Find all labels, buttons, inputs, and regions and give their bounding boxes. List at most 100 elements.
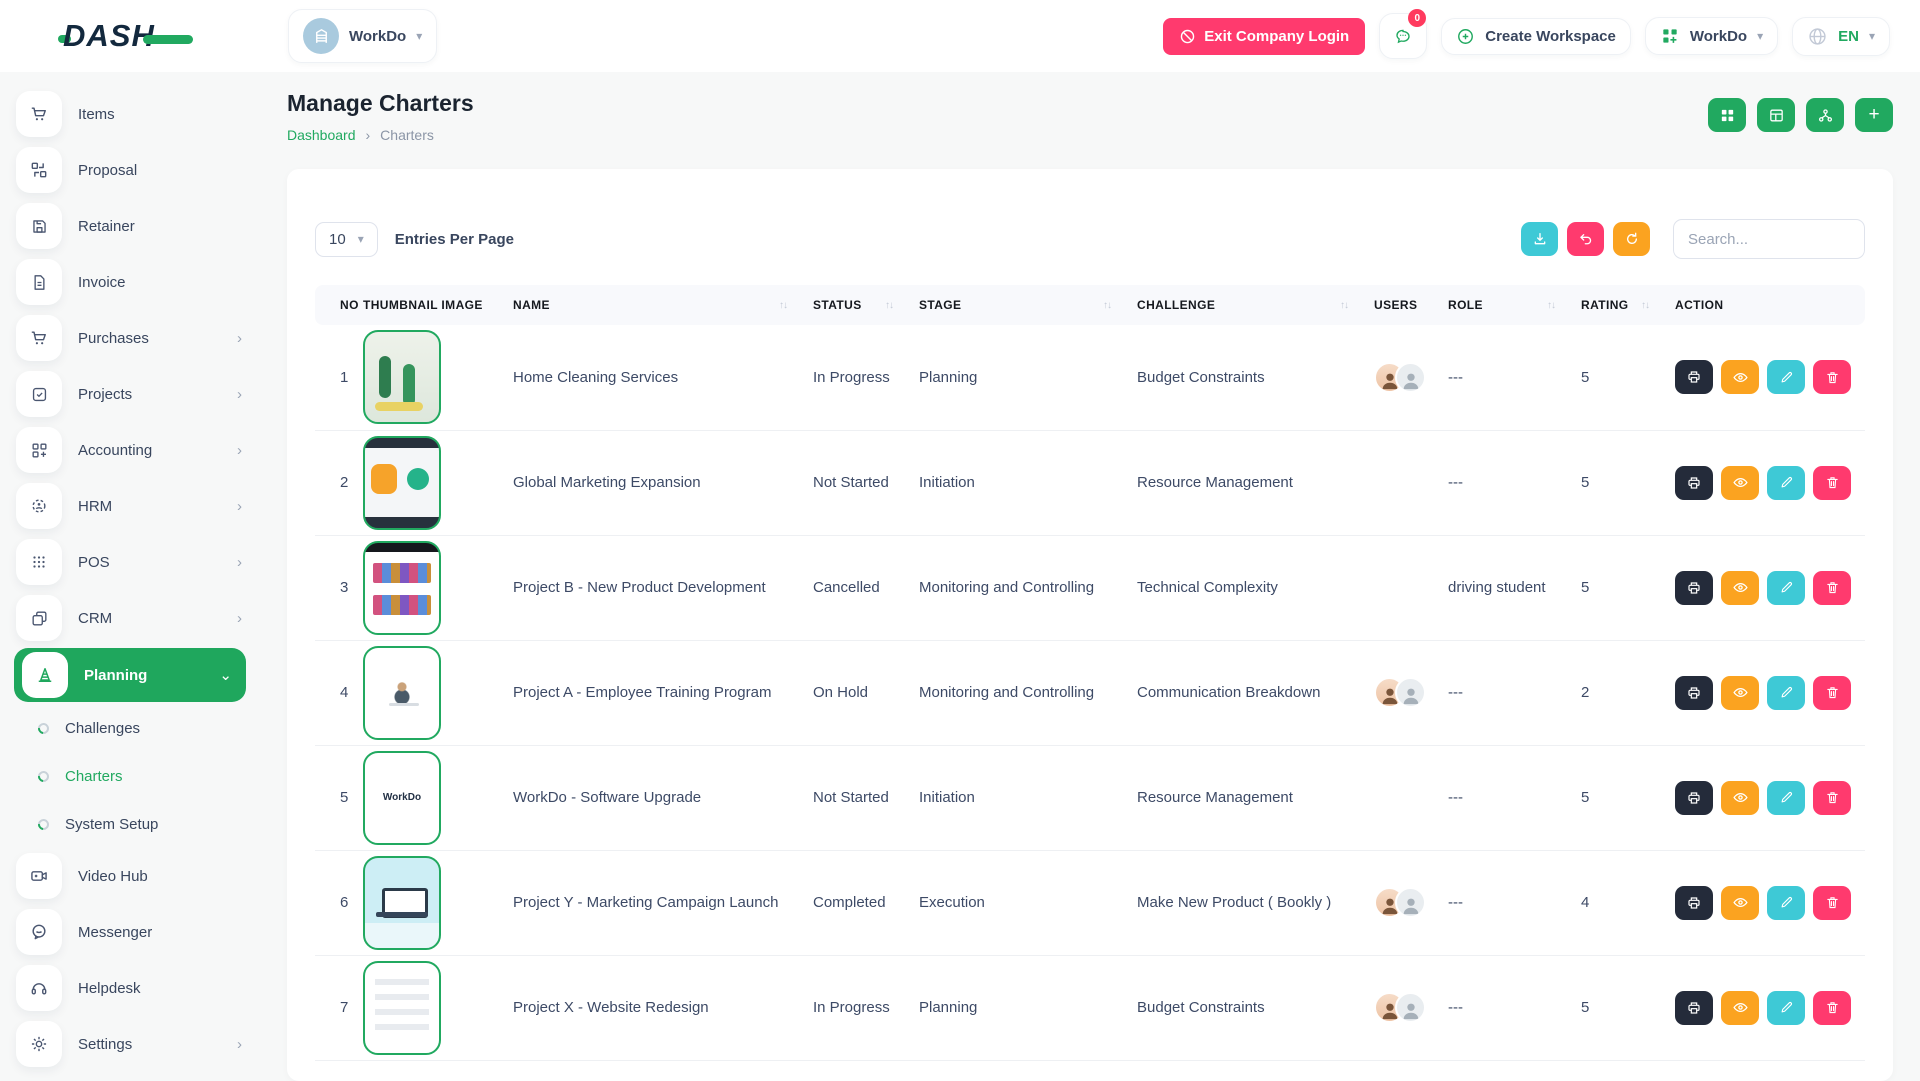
edit-button[interactable]	[1767, 360, 1805, 395]
sidebar-subitem-label: System Setup	[65, 815, 159, 833]
app-logo[interactable]: DASH	[0, 18, 260, 54]
undo-button[interactable]	[1567, 222, 1604, 256]
view-button[interactable]	[1721, 675, 1759, 710]
row-no: 3	[315, 535, 363, 641]
view-button[interactable]	[1721, 780, 1759, 815]
sidebar-item-messenger[interactable]: Messenger	[0, 904, 260, 960]
sidebar-item-items[interactable]: Items	[0, 86, 260, 142]
sidebar-item-purchases[interactable]: Purchases ›	[0, 310, 260, 366]
thumbnail-image[interactable]	[363, 540, 441, 635]
view-button[interactable]	[1721, 360, 1759, 395]
message-count-badge: 0	[1408, 9, 1427, 27]
print-button[interactable]	[1675, 990, 1713, 1025]
thumbnail-image[interactable]	[363, 435, 441, 530]
sort-icon[interactable]: ↑↓	[1340, 299, 1349, 311]
company-selector[interactable]: WorkDo ▾	[288, 9, 438, 63]
print-button[interactable]	[1675, 360, 1713, 395]
user-avatar-placeholder[interactable]	[1395, 992, 1426, 1023]
delete-button[interactable]	[1813, 780, 1851, 815]
edit-button[interactable]	[1767, 780, 1805, 815]
view-button[interactable]	[1721, 990, 1759, 1025]
print-button[interactable]	[1675, 570, 1713, 605]
add-charter-button[interactable]: +	[1855, 98, 1893, 132]
messages-button[interactable]: 0	[1379, 9, 1428, 59]
edit-button[interactable]	[1767, 570, 1805, 605]
refresh-button[interactable]	[1613, 222, 1650, 256]
sidebar-item-label: Messenger	[78, 923, 153, 941]
user-avatar-placeholder[interactable]	[1395, 677, 1426, 708]
print-button[interactable]	[1675, 465, 1713, 500]
user-avatar-placeholder[interactable]	[1395, 361, 1426, 393]
sidebar-item-helpdesk[interactable]: Helpdesk	[0, 960, 260, 1016]
thumbnail-image[interactable]	[363, 645, 441, 740]
sort-icon[interactable]: ↑↓	[885, 299, 894, 311]
delete-button[interactable]	[1813, 465, 1851, 500]
view-button[interactable]	[1721, 885, 1759, 920]
print-button[interactable]	[1675, 675, 1713, 710]
eye-icon	[1732, 792, 1748, 803]
search-input[interactable]	[1673, 219, 1865, 259]
hierarchy-view-button[interactable]	[1806, 98, 1844, 132]
sort-icon[interactable]: ↑↓	[1103, 299, 1112, 311]
view-button[interactable]	[1721, 465, 1759, 500]
traffic-cone-icon	[22, 652, 68, 698]
language-selector[interactable]: EN ▾	[1792, 16, 1890, 56]
workspace-selector[interactable]: WorkDo ▾	[1644, 17, 1779, 55]
sidebar-subitem-charters[interactable]: Charters	[0, 752, 260, 800]
sidebar-item-pos[interactable]: POS ›	[0, 534, 260, 590]
breadcrumb-separator: ›	[365, 127, 371, 143]
sidebar-item-label: Items	[78, 105, 115, 123]
edit-button[interactable]	[1767, 675, 1805, 710]
eye-icon	[1732, 372, 1748, 382]
sidebar-item-hrm[interactable]: HRM ›	[0, 478, 260, 534]
sort-icon[interactable]: ↑↓	[1547, 299, 1556, 311]
sidebar-item-invoice[interactable]: Invoice	[0, 254, 260, 310]
sidebar-item-video-hub[interactable]: Video Hub	[0, 848, 260, 904]
sidebar-item-crm[interactable]: CRM ›	[0, 590, 260, 646]
breadcrumb-dashboard-link[interactable]: Dashboard	[287, 127, 356, 143]
sidebar-item-planning[interactable]: Planning ⌄	[14, 648, 246, 702]
user-avatar-placeholder[interactable]	[1395, 887, 1426, 918]
eye-icon	[1732, 897, 1748, 908]
sidebar-item-retainer[interactable]: Retainer	[0, 198, 260, 254]
view-button[interactable]	[1721, 570, 1759, 605]
entries-per-page-select[interactable]: 10 ▾	[315, 221, 378, 257]
sort-icon[interactable]: ↑↓	[1641, 299, 1650, 311]
chevron-down-icon: ⌄	[219, 667, 232, 684]
charter-name: Project A - Employee Training Program	[513, 640, 813, 746]
table-row: 7 Project X - Website Redesign In Progre…	[315, 955, 1865, 1061]
trash-icon	[1826, 897, 1838, 909]
sort-icon[interactable]: ↑↓	[779, 299, 788, 311]
edit-button[interactable]	[1767, 885, 1805, 920]
edit-button[interactable]	[1767, 990, 1805, 1025]
sidebar-subitem-challenges[interactable]: Challenges	[0, 704, 260, 752]
delete-button[interactable]	[1813, 885, 1851, 920]
thumbnail-image[interactable]	[363, 855, 441, 950]
delete-button[interactable]	[1813, 360, 1851, 395]
grid-view-button[interactable]	[1708, 98, 1746, 132]
table-view-button[interactable]	[1757, 98, 1795, 132]
thumbnail-image[interactable]: WorkDo	[363, 750, 441, 845]
export-button[interactable]	[1521, 222, 1558, 256]
print-button[interactable]	[1675, 885, 1713, 920]
thumbnail-image[interactable]	[363, 330, 441, 425]
thumbnail-image[interactable]	[363, 960, 441, 1055]
edit-button[interactable]	[1767, 465, 1805, 500]
sidebar-item-label: Settings	[78, 1035, 133, 1053]
col-stage: STAGE ↑↓	[919, 285, 1137, 325]
row-actions	[1675, 780, 1865, 815]
delete-button[interactable]	[1813, 675, 1851, 710]
delete-button[interactable]	[1813, 990, 1851, 1025]
col-status: STATUS ↑↓	[813, 285, 919, 325]
sidebar-item-proposal[interactable]: Proposal	[0, 142, 260, 198]
create-workspace-button[interactable]: Create Workspace	[1441, 17, 1631, 55]
sidebar-item-accounting[interactable]: Accounting ›	[0, 422, 260, 478]
exit-company-login-button[interactable]: Exit Company Login	[1163, 17, 1366, 55]
stage-text: Monitoring and Controlling	[919, 535, 1137, 641]
stage-text: Execution	[919, 850, 1137, 956]
delete-button[interactable]	[1813, 570, 1851, 605]
print-button[interactable]	[1675, 780, 1713, 815]
sidebar-item-projects[interactable]: Projects ›	[0, 366, 260, 422]
sidebar-subitem-system-setup[interactable]: System Setup	[0, 800, 260, 848]
sidebar-item-settings[interactable]: Settings ›	[0, 1016, 260, 1072]
